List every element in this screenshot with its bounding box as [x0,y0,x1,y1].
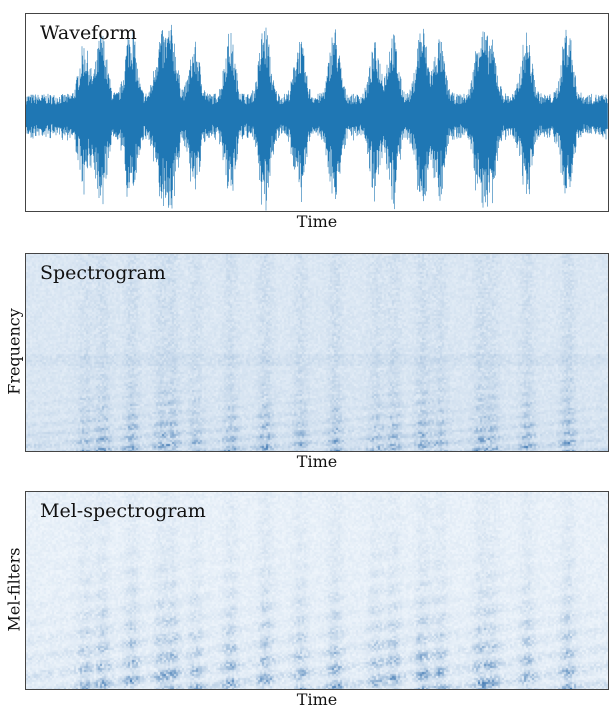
waveform-x-label: Time [296,212,338,231]
mel-spectrogram-plot: Mel-spectrogram [25,491,609,690]
mel-spectrogram-heatmap [26,492,608,689]
spectrogram-plot: Spectrogram [25,253,609,452]
spectrogram-heatmap [26,254,608,451]
waveform-trace [26,24,608,211]
waveform-plot: Waveform [25,13,609,212]
mel-spectrogram-x-label: Time [296,690,338,709]
spectrogram-title: Spectrogram [40,262,166,284]
mel-spectrogram-y-label: Mel-filters [4,547,24,632]
spectrogram-x-label: Time [296,452,338,471]
mel-spectrogram-title: Mel-spectrogram [40,500,206,522]
waveform-title: Waveform [40,22,137,44]
spectrogram-y-label: Frequency [4,308,24,395]
waveform-line [26,24,608,211]
